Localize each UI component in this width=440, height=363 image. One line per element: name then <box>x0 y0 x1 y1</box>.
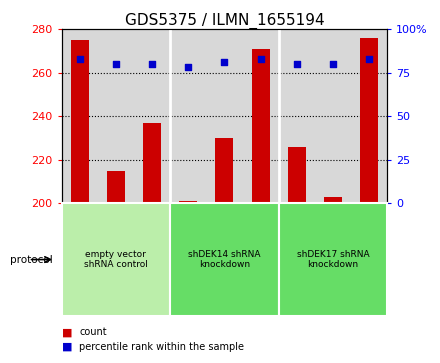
Point <box>112 61 119 67</box>
Text: ■: ■ <box>62 342 72 352</box>
Text: percentile rank within the sample: percentile rank within the sample <box>79 342 244 352</box>
Text: protocol: protocol <box>10 254 53 265</box>
Bar <box>279 29 315 203</box>
Bar <box>179 201 197 203</box>
Point <box>149 61 156 67</box>
Point <box>185 65 192 70</box>
Bar <box>71 40 89 203</box>
Point <box>76 56 83 62</box>
Point <box>366 56 373 62</box>
Bar <box>252 49 270 203</box>
Bar <box>206 29 242 203</box>
Text: empty vector
shRNA control: empty vector shRNA control <box>84 250 148 269</box>
Bar <box>134 29 170 203</box>
Bar <box>170 29 206 203</box>
Point <box>293 61 300 67</box>
Title: GDS5375 / ILMN_1655194: GDS5375 / ILMN_1655194 <box>125 13 324 29</box>
Bar <box>98 29 134 203</box>
Bar <box>242 29 279 203</box>
Bar <box>351 29 387 203</box>
Text: shDEK17 shRNA
knockdown: shDEK17 shRNA knockdown <box>297 250 369 269</box>
Point <box>221 59 228 65</box>
Text: count: count <box>79 327 107 337</box>
Bar <box>143 123 161 203</box>
Bar <box>324 197 342 203</box>
Bar <box>107 171 125 203</box>
Text: shDEK14 shRNA
knockdown: shDEK14 shRNA knockdown <box>188 250 260 269</box>
Point <box>330 61 337 67</box>
Bar <box>215 138 234 203</box>
Bar <box>315 29 351 203</box>
Bar <box>360 38 378 203</box>
Bar <box>62 29 98 203</box>
Text: ■: ■ <box>62 327 72 337</box>
Bar <box>288 147 306 203</box>
Point <box>257 56 264 62</box>
